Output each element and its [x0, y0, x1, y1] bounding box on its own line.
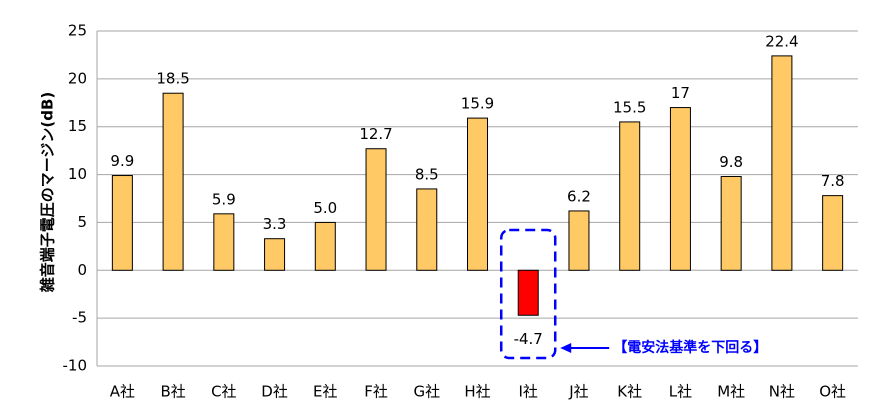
y-axis-title: 雑音端子電圧のマージン(dB) — [39, 92, 57, 294]
category-label: L社 — [669, 383, 692, 401]
data-label: 15.5 — [613, 98, 646, 116]
bars — [111, 55, 844, 316]
category-label: G社 — [413, 383, 440, 401]
bar — [619, 121, 641, 271]
y-tick-label: 20 — [68, 69, 87, 87]
category-labels: A社 B社 C社 D社 E社 F社 G社 H社 I社 J社 K社 L社 M社 N社 O社 — [110, 383, 846, 401]
callout-dashed-box — [499, 228, 557, 360]
bar — [822, 195, 844, 271]
y-axis-tick-labels: 25 20 15 10 5 0 -5 -10 — [63, 22, 88, 375]
bar — [314, 221, 336, 271]
data-labels: 9.9 18.5 5.9 3.3 5.0 12.7 8.5 15.9 -4.7 6.2 15.5 17… — [110, 32, 844, 347]
callout-annotation: 【電安法基準を下回る】 — [499, 228, 767, 360]
category-label: N社 — [769, 383, 795, 401]
data-label: 18.5 — [156, 70, 189, 88]
category-label: O社 — [819, 383, 846, 401]
bar — [771, 55, 793, 271]
category-label: D社 — [261, 383, 288, 401]
category-label: B社 — [160, 383, 185, 401]
category-label: E社 — [313, 383, 337, 401]
bar — [264, 238, 286, 271]
bar — [162, 92, 184, 271]
data-label: 9.8 — [719, 153, 743, 171]
callout-text: 【電安法基準を下回る】 — [613, 339, 767, 356]
category-label: H社 — [464, 383, 490, 401]
bar — [467, 117, 488, 271]
data-label: 6.2 — [567, 187, 591, 205]
y-tick-label: 15 — [68, 117, 87, 135]
bar — [416, 188, 438, 271]
category-label: K社 — [617, 383, 642, 401]
category-label: I社 — [519, 383, 538, 401]
data-label: 8.5 — [415, 165, 439, 183]
data-label: 5.0 — [313, 199, 337, 217]
bar — [720, 175, 742, 271]
bar — [213, 213, 235, 271]
bar — [669, 107, 691, 271]
category-label: F社 — [364, 383, 388, 401]
category-label: A社 — [110, 383, 135, 401]
bar — [111, 175, 133, 271]
category-label: J社 — [568, 383, 588, 401]
y-tick-label: 5 — [77, 213, 87, 231]
data-label: 15.9 — [461, 95, 494, 113]
data-label: 3.3 — [263, 215, 287, 233]
bar — [568, 210, 590, 271]
category-label: C社 — [211, 383, 236, 401]
data-label: 5.9 — [212, 190, 236, 208]
data-label: 17 — [671, 84, 690, 102]
category-label: M社 — [717, 383, 745, 401]
y-tick-label: 10 — [68, 165, 87, 183]
bar — [517, 269, 539, 316]
callout-arrow-head — [560, 343, 572, 353]
y-tick-label: -10 — [63, 357, 88, 375]
data-label: -4.7 — [514, 330, 543, 348]
bar — [365, 148, 387, 271]
y-tick-label: -5 — [72, 309, 87, 327]
data-label: 12.7 — [359, 125, 392, 143]
data-label: 9.9 — [110, 152, 134, 170]
y-tick-label: 25 — [68, 22, 87, 40]
y-tick-label: 0 — [77, 261, 87, 279]
data-label: 22.4 — [765, 32, 798, 50]
data-label: 7.8 — [821, 172, 845, 190]
